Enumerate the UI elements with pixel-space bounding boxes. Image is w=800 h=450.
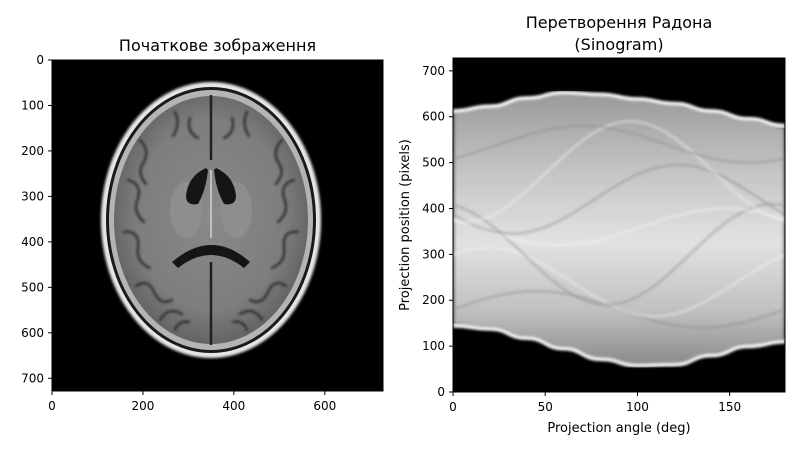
left-y-tick-label: 500 (21, 280, 44, 294)
right-y-axis: 0 100 200 300 400 500 600 700 (422, 64, 453, 399)
right-y-tick-label: 500 (422, 156, 445, 170)
left-x-tick-label: 200 (131, 399, 154, 413)
right-x-tick-label: 150 (718, 400, 741, 414)
left-x-tick-label: 400 (222, 399, 245, 413)
sinogram-skull-edge-top (453, 90, 785, 128)
left-y-tick-label: 600 (21, 326, 44, 340)
sinogram-skull-edge-bottom (453, 323, 785, 368)
right-y-axis-label: Projection position (pixels) (398, 139, 413, 311)
ventricle-left (186, 168, 208, 205)
right-y-tick-label: 0 (437, 385, 445, 399)
left-y-tick-label: 700 (21, 371, 44, 385)
right-plot-frame (452, 57, 786, 393)
sinogram-streak (453, 163, 785, 235)
right-y-tick-label: 600 (422, 110, 445, 124)
left-y-tick-label: 0 (36, 53, 44, 67)
left-plot-frame (51, 59, 384, 392)
right-y-tick-label: 100 (422, 339, 445, 353)
right-x-tick-label: 100 (626, 400, 649, 414)
right-y-tick-label: 700 (422, 64, 445, 78)
sinogram-streak (453, 202, 785, 307)
right-y-tick-label: 400 (422, 201, 445, 215)
ventricle-posterior (172, 245, 250, 268)
right-y-tick-label: 200 (422, 293, 445, 307)
right-x-axis-label: Projection angle (deg) (547, 421, 690, 436)
left-chart-title: Початкове зображення (119, 36, 316, 55)
left-x-axis: 0 200 400 600 (48, 391, 336, 413)
sulci (122, 110, 300, 332)
sinogram-streak (453, 124, 785, 164)
ventricle-right (214, 168, 236, 205)
original-image-panel: Початкове зображення (21, 36, 384, 413)
right-chart-title-line2: (Sinogram) (574, 35, 663, 54)
left-y-axis: 0 100 200 300 400 500 600 700 (21, 53, 52, 385)
right-x-axis: 0 50 100 150 (449, 392, 741, 414)
sinogram-streaks (453, 120, 785, 330)
sinogram-panel: Перетворення Радона (Sinogram) 0 50 100 150… (398, 13, 786, 436)
sinogram-streak (453, 207, 785, 247)
left-y-tick-label: 400 (21, 235, 44, 249)
left-y-tick-label: 200 (21, 144, 44, 158)
left-x-tick-label: 600 (313, 399, 336, 413)
right-x-tick-label: 50 (538, 400, 553, 414)
brain-mri-image (52, 60, 383, 391)
sinogram-streak (453, 246, 785, 318)
right-x-tick-label: 0 (449, 400, 457, 414)
sinogram-streak (453, 120, 785, 224)
left-y-tick-label: 300 (21, 189, 44, 203)
right-chart-title-line1: Перетворення Радона (526, 13, 713, 32)
right-y-tick-label: 300 (422, 247, 445, 261)
left-x-tick-label: 0 (48, 399, 56, 413)
sinogram-image (453, 58, 785, 392)
left-y-tick-label: 100 (21, 98, 44, 112)
